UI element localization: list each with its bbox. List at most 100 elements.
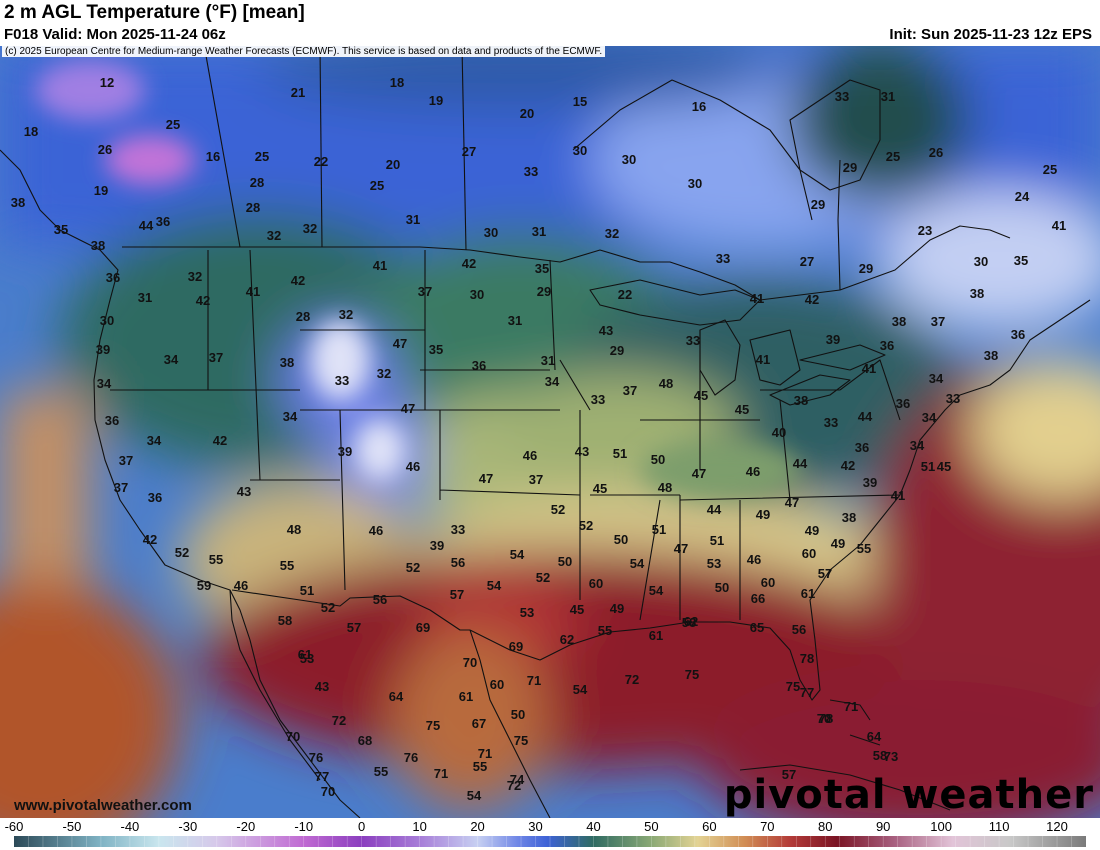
colorbar-tick-label: 40 — [586, 819, 601, 834]
temperature-value: 70 — [817, 711, 831, 726]
temperature-value: 61 — [298, 647, 312, 662]
temperature-value: 50 — [614, 532, 628, 547]
temperature-value: 28 — [246, 200, 260, 215]
temperature-value: 41 — [862, 361, 876, 376]
temperature-value: 36 — [156, 214, 170, 229]
temperature-value: 32 — [188, 269, 202, 284]
colorbar-tick-label: -60 — [4, 819, 24, 834]
temperature-value: 38 — [794, 393, 808, 408]
temperature-value: 34 — [97, 376, 112, 391]
temperature-value: 39 — [826, 332, 840, 347]
temperature-value: 64 — [389, 689, 404, 704]
map-canvas[interactable]: 12 18 21 18 19 20 15 16 33 31 25 26 16 25 22 20 27 30 30 30… — [0, 46, 1100, 818]
temperature-value: 56 — [451, 555, 465, 570]
temperature-value: 29 — [843, 160, 857, 175]
temperature-value: 34 — [164, 352, 179, 367]
temperature-value: 25 — [255, 149, 269, 164]
temperature-value: 52 — [536, 570, 550, 585]
temperature-value: 64 — [867, 729, 882, 744]
temperature-value: 44 — [858, 409, 873, 424]
temperature-value: 39 — [96, 342, 110, 357]
temperature-value: 52 — [406, 560, 420, 575]
temperature-value: 33 — [716, 251, 730, 266]
temperature-value: 21 — [291, 85, 305, 100]
temperature-value: 54 — [510, 547, 525, 562]
temperature-value: 68 — [358, 733, 372, 748]
site-watermark[interactable]: www.pivotalweather.com — [14, 797, 192, 814]
temperature-value: 45 — [694, 388, 708, 403]
temperature-value: 49 — [831, 536, 845, 551]
temperature-value: 46 — [369, 523, 383, 538]
temperature-value: 42 — [196, 293, 210, 308]
temperature-value: 29 — [811, 197, 825, 212]
temperature-value: 31 — [508, 313, 522, 328]
temperature-value: 36 — [105, 413, 119, 428]
temperature-value: 55 — [280, 558, 294, 573]
temperature-value: 31 — [881, 89, 895, 104]
temperature-value: 38 — [892, 314, 906, 329]
temperature-value: 54 — [467, 788, 482, 803]
temperature-value: 41 — [756, 352, 770, 367]
temperature-value: 25 — [166, 117, 180, 132]
temperature-value: 33 — [686, 333, 700, 348]
temperature-value: 42 — [213, 433, 227, 448]
temperature-value: 28 — [296, 309, 310, 324]
colorbar-tick-label: 110 — [988, 819, 1010, 834]
temperature-value: 27 — [800, 254, 814, 269]
temperature-value: 78 — [819, 711, 833, 726]
temperature-value: 52 — [175, 545, 189, 560]
temperature-value: 43 — [237, 484, 251, 499]
temperature-value: 76 — [309, 750, 323, 765]
temperature-value: 49 — [805, 523, 819, 538]
temperature-value: 48 — [287, 522, 301, 537]
temperature-value: 38 — [280, 355, 294, 370]
temperature-value: 50 — [558, 554, 572, 569]
temperature-value: 69 — [509, 639, 523, 654]
temperature-value: 36 — [148, 490, 162, 505]
temperature-value: 36 — [1011, 327, 1025, 342]
temperature-value: 32 — [605, 226, 619, 241]
temperature-value: 53 — [707, 556, 721, 571]
temperature-value: 62 — [684, 614, 698, 629]
temperature-value: 60 — [490, 677, 504, 692]
temperature-value: 30 — [470, 287, 484, 302]
temperature-value: 40 — [772, 425, 786, 440]
temperature-value: 35 — [54, 222, 68, 237]
temperature-value: 23 — [918, 223, 932, 238]
temperature-value: 45 — [570, 602, 584, 617]
temperature-value: 19 — [94, 183, 108, 198]
temperature-value: 75 — [786, 679, 800, 694]
temperature-value: 15 — [573, 94, 587, 109]
temperature-value: 70 — [463, 655, 477, 670]
temperature-value: 59 — [197, 578, 211, 593]
temperature-value: 51 — [921, 459, 935, 474]
temperature-value: 42 — [462, 256, 476, 271]
temperature-value: 75 — [426, 718, 440, 733]
temperature-value: 55 — [374, 764, 388, 779]
temperature-value: 18 — [390, 75, 404, 90]
temperature-map[interactable]: 12 18 21 18 19 20 15 16 33 31 25 26 16 25 22 20 27 30 30 30… — [0, 46, 1100, 818]
temperature-value: 48 — [659, 376, 673, 391]
temperature-value: 72 — [625, 672, 639, 687]
temperature-value: 71 — [478, 746, 492, 761]
temperature-value: 50 — [511, 707, 525, 722]
temperature-value: 70 — [286, 729, 300, 744]
temperature-value: 71 — [844, 699, 858, 714]
temperature-value: 53 — [520, 605, 534, 620]
temperature-value: 52 — [579, 518, 593, 533]
temperature-value: 28 — [250, 175, 264, 190]
temperature-value: 42 — [143, 532, 157, 547]
temperature-value: 41 — [373, 258, 387, 273]
temperature-value: 39 — [863, 475, 877, 490]
temperature-value: 26 — [929, 145, 943, 160]
temperature-value: 70 — [321, 784, 335, 799]
temperature-value: 37 — [529, 472, 543, 487]
temperature-value: 50 — [715, 580, 729, 595]
colorbar — [14, 836, 1086, 847]
temperature-value: 42 — [291, 273, 305, 288]
temperature-value: 31 — [406, 212, 420, 227]
temperature-value: 57 — [450, 587, 464, 602]
temperature-value: 30 — [573, 143, 587, 158]
temperature-value: 54 — [487, 578, 502, 593]
